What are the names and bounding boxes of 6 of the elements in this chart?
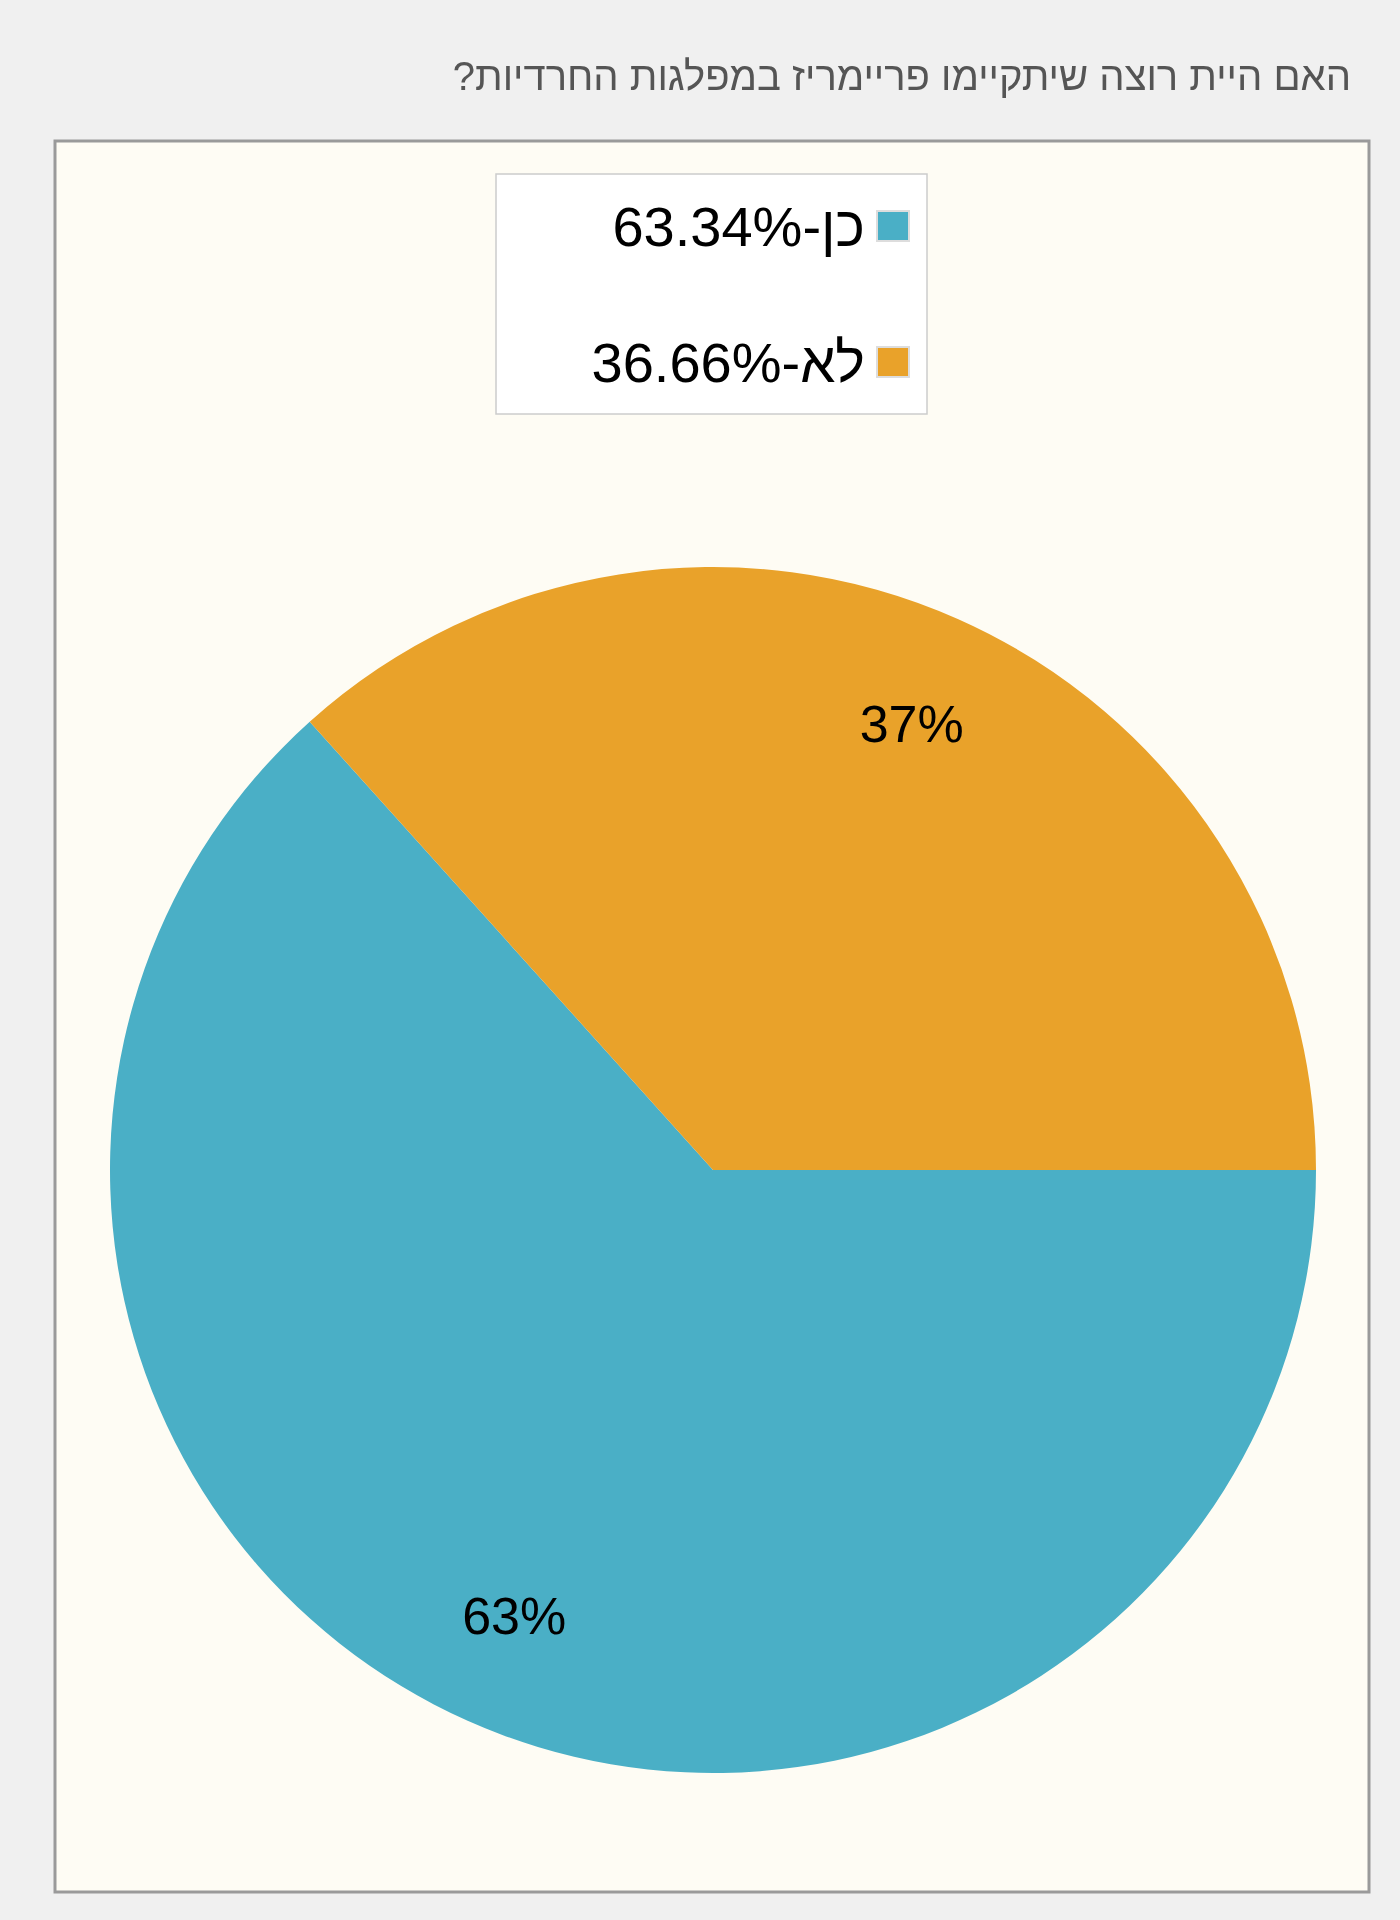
legend-label: לא-36.66% [591, 330, 865, 394]
data-label: 63% [462, 1587, 567, 1646]
legend-label: כן-63.34% [612, 194, 865, 258]
chart-title: האם היית רוצה שיתקיימו פריימריז במפלגות החרדיות? [452, 54, 1351, 98]
pie-slice [309, 567, 1316, 1170]
data-label: 37% [859, 694, 964, 753]
